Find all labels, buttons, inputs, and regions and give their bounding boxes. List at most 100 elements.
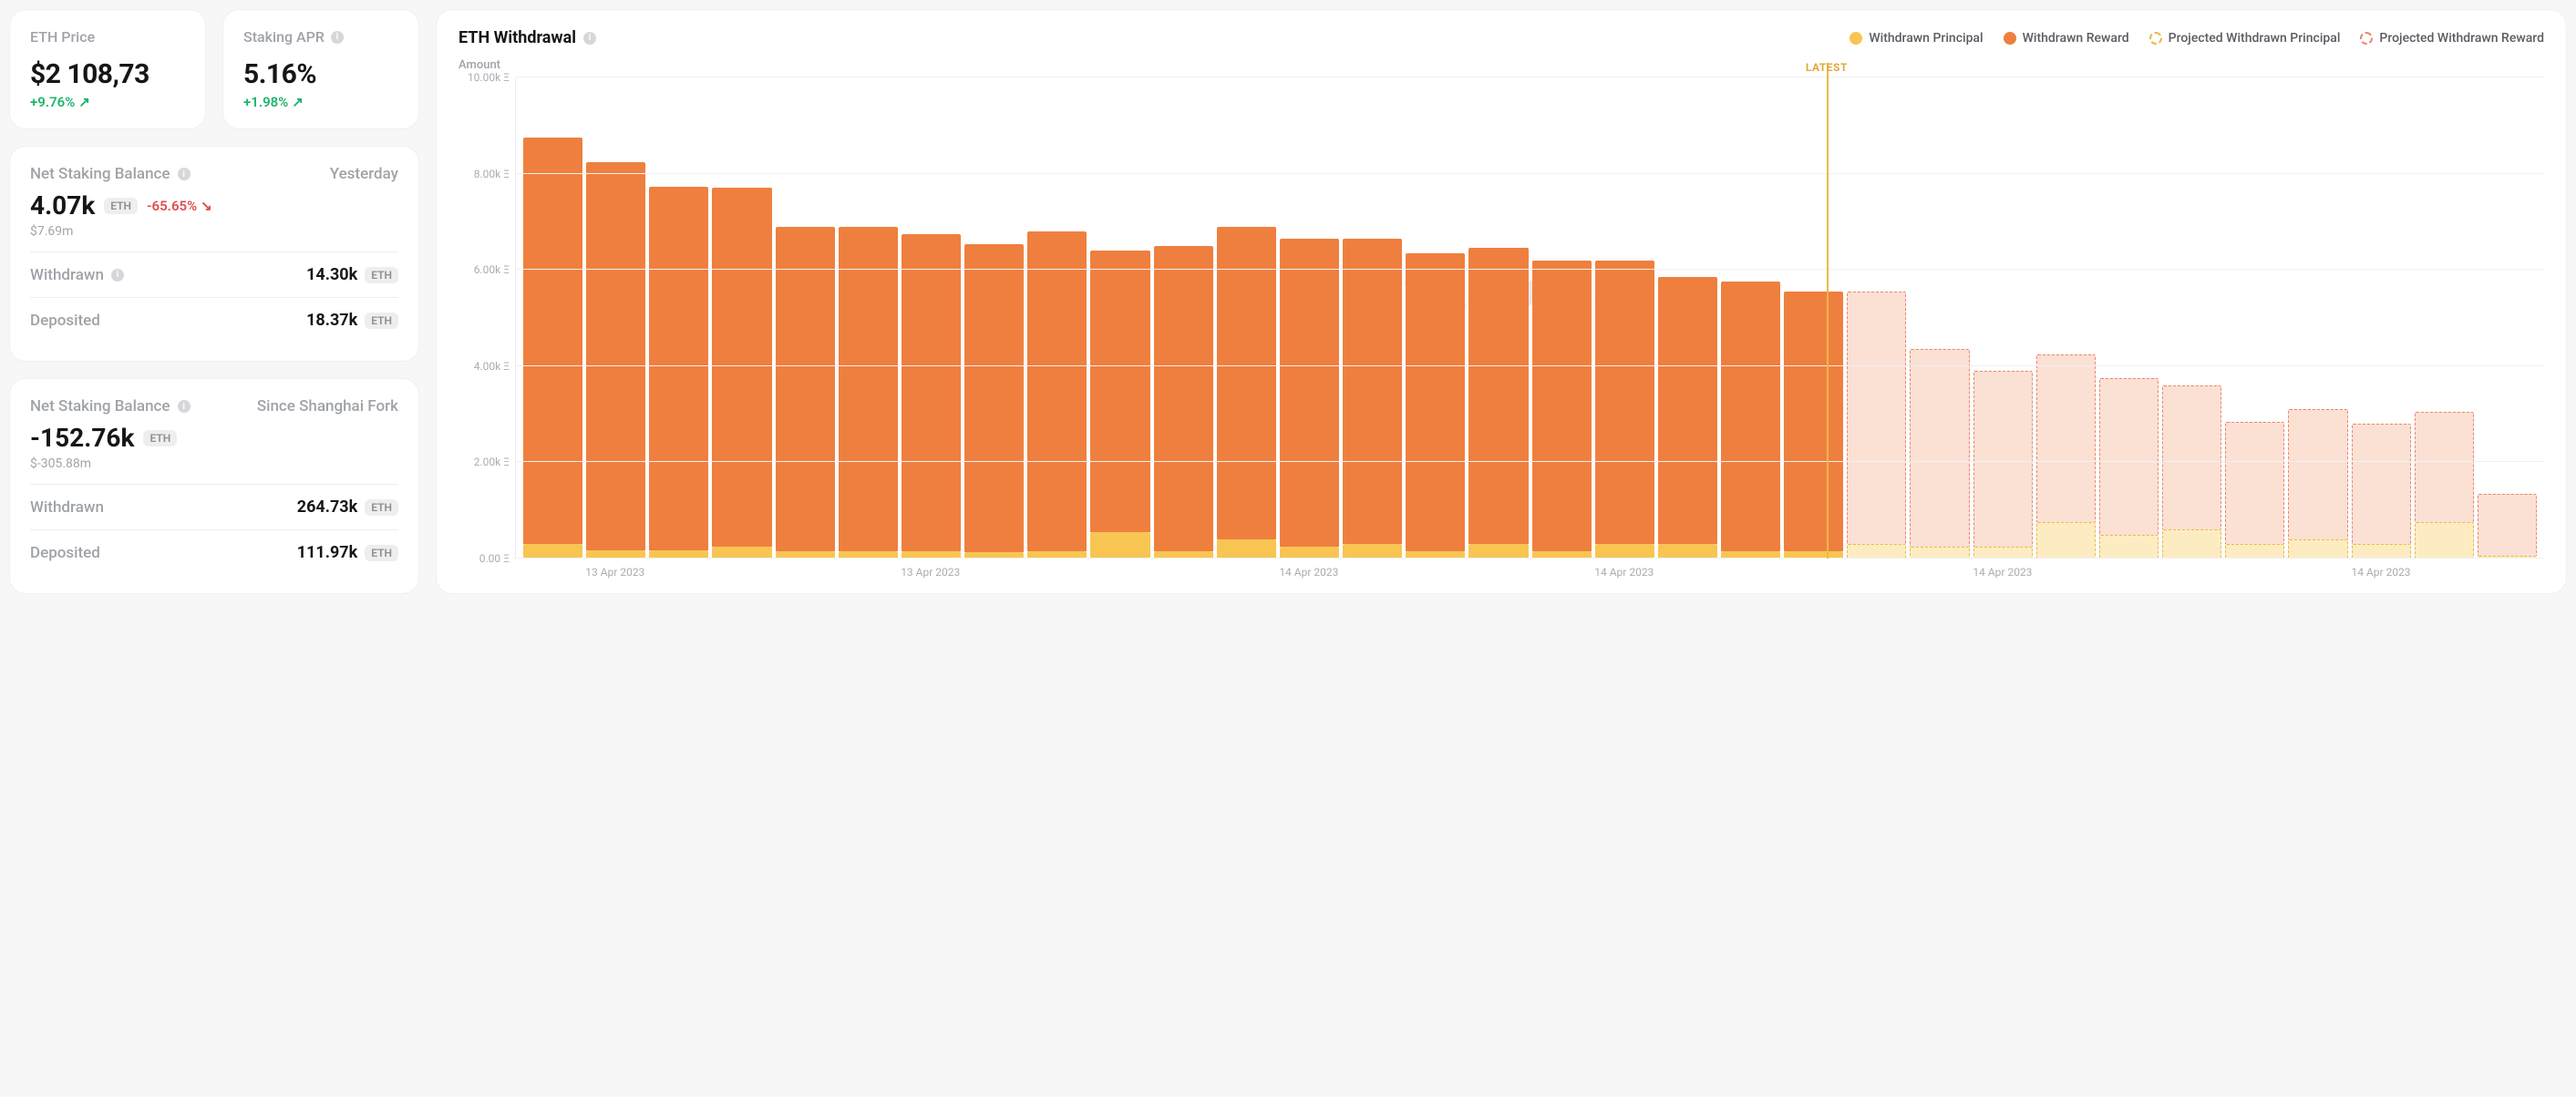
bar[interactable] [2352, 77, 2411, 559]
net-staking-usd: $-305.88m [30, 456, 398, 471]
bar-reward-segment [712, 188, 771, 546]
bar[interactable] [1280, 77, 1339, 559]
bar[interactable] [1217, 77, 1276, 559]
info-icon[interactable]: i [583, 32, 596, 45]
x-tick-slot [838, 566, 897, 579]
bar[interactable] [712, 77, 771, 559]
y-tick-label: 0.00 Ξ [479, 552, 510, 565]
bar[interactable] [2099, 77, 2159, 559]
bar[interactable] [1595, 77, 1654, 559]
bar[interactable] [2478, 77, 2537, 559]
net-staking-value: 4.07k [30, 190, 95, 220]
delta-text: +9.76% [30, 94, 75, 110]
arrow-up-icon: ↗ [78, 94, 90, 110]
bar[interactable] [586, 77, 645, 559]
legend-label: Projected Withdrawn Principal [2169, 31, 2341, 46]
x-tick-slot [1910, 566, 1969, 579]
title-text: Net Staking Balance [30, 165, 170, 183]
bar[interactable] [1468, 77, 1528, 559]
x-tick-slot [775, 566, 834, 579]
period-label: Yesterday [330, 165, 398, 183]
x-tick-slot: 13 Apr 2023 [585, 566, 644, 579]
bar-reward-segment [1910, 349, 1969, 546]
x-tick-slot [1784, 566, 1843, 579]
bar-reward-segment [1784, 292, 1843, 551]
metric-label: Deposited [30, 312, 100, 330]
plot-area[interactable]: TokenUnlocks LATEST [515, 77, 2544, 559]
bar-principal-segment [523, 544, 582, 559]
bar[interactable] [776, 77, 835, 559]
bar-reward-segment [1532, 261, 1592, 551]
x-tick-slot [1027, 566, 1087, 579]
info-icon[interactable]: i [178, 168, 191, 180]
section-title: Net Staking Balance i [30, 397, 191, 415]
x-tick-slot [963, 566, 1023, 579]
bar[interactable] [839, 77, 898, 559]
bar[interactable] [523, 77, 582, 559]
metric-row: Deposited18.37kETH [30, 297, 398, 343]
bar[interactable] [2162, 77, 2221, 559]
bar-reward-segment [649, 187, 708, 550]
legend-item[interactable]: Projected Withdrawn Reward [2360, 31, 2544, 46]
metric-label: Deposited [30, 544, 100, 562]
legend-item[interactable]: Projected Withdrawn Principal [2149, 31, 2341, 46]
bar[interactable] [964, 77, 1024, 559]
title-text: Staking APR [243, 28, 325, 46]
x-tick-slot: 14 Apr 2023 [1973, 566, 2032, 579]
metric-value: 111.97kETH [297, 543, 398, 562]
metric-label: Withdrawni [30, 266, 124, 284]
bar[interactable] [2036, 77, 2096, 559]
bar-reward-segment [1973, 371, 2033, 547]
bar-reward-segment [1027, 231, 1087, 551]
bar[interactable] [1090, 77, 1149, 559]
bar-reward-segment [523, 138, 582, 544]
bar[interactable] [1784, 77, 1843, 559]
bar-principal-segment [2415, 522, 2474, 559]
legend-swatch-icon [2360, 32, 2373, 45]
legend-item[interactable]: Withdrawn Principal [1850, 31, 1983, 46]
y-tick-label: 8.00k Ξ [474, 168, 510, 180]
x-tick-slot [2162, 566, 2221, 579]
bar[interactable] [1721, 77, 1780, 559]
eth-withdrawal-chart-card: ETH Withdrawal i Withdrawn PrincipalWith… [436, 9, 2567, 594]
bar[interactable] [1027, 77, 1087, 559]
delta-text: -65.65% [147, 198, 197, 214]
bar[interactable] [2415, 77, 2474, 559]
legend-item[interactable]: Withdrawn Reward [2004, 31, 2129, 46]
grid-line [516, 269, 2544, 270]
bar-principal-segment [2162, 529, 2221, 559]
bar[interactable] [1847, 77, 1906, 559]
x-tick-slot [1657, 566, 1716, 579]
bar[interactable] [1406, 77, 1465, 559]
bar-reward-segment [2288, 409, 2347, 539]
bar[interactable] [1973, 77, 2033, 559]
info-icon[interactable]: i [331, 31, 344, 44]
metric-row: Deposited 111.97kETH [30, 529, 398, 575]
bar[interactable] [2288, 77, 2347, 559]
legend-label: Projected Withdrawn Reward [2379, 31, 2544, 46]
grid-line [516, 365, 2544, 366]
period-label: Since Shanghai Fork [257, 397, 398, 415]
bar[interactable] [1343, 77, 1402, 559]
bar[interactable] [1910, 77, 1969, 559]
x-tick-slot [1847, 566, 1906, 579]
bar[interactable] [2225, 77, 2284, 559]
info-icon[interactable]: i [111, 269, 124, 282]
x-tick-slot [1406, 566, 1465, 579]
legend-swatch-icon [1850, 32, 1862, 45]
net-staking-value: -152.76k [30, 423, 134, 453]
metric-label: Withdrawn [30, 498, 104, 517]
bar-principal-segment [2099, 535, 2159, 559]
info-icon[interactable]: i [178, 400, 191, 413]
bar[interactable] [1658, 77, 1717, 559]
legend-swatch-icon [2149, 32, 2162, 45]
staking-apr-value: 5.16% [243, 58, 398, 90]
net-staking-usd: $7.69m [30, 224, 398, 239]
metric-value: 264.73kETH [297, 497, 398, 517]
bar[interactable] [902, 77, 961, 559]
bar[interactable] [1532, 77, 1592, 559]
bar[interactable] [649, 77, 708, 559]
x-tick-slot [1153, 566, 1212, 579]
bar[interactable] [1154, 77, 1213, 559]
dashboard: ETH Price $2 108,73 +9.76% ↗ Staking APR… [9, 9, 2567, 594]
